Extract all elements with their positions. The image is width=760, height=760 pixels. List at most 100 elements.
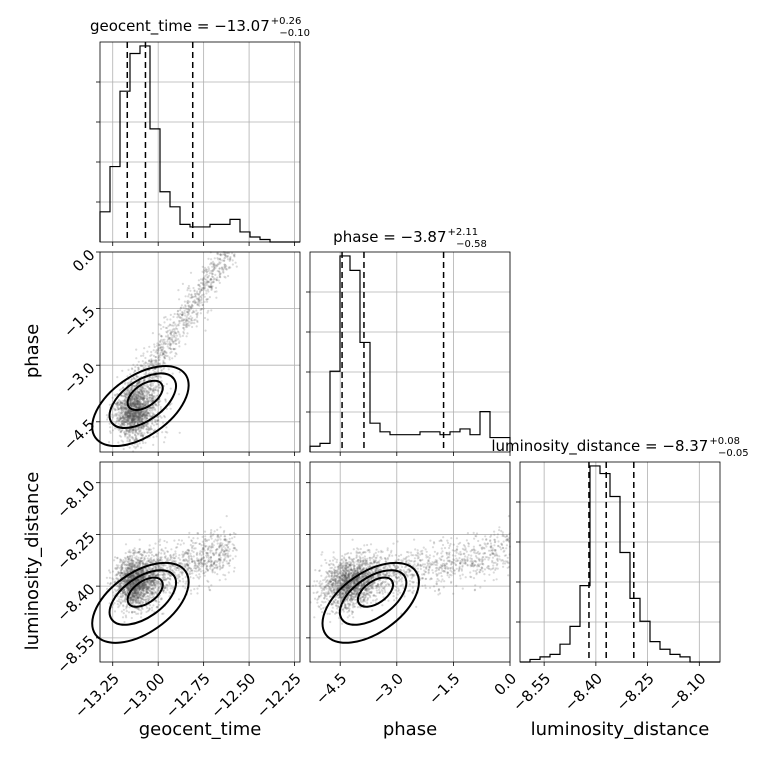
sample-point (131, 431, 134, 435)
sample-point (213, 290, 216, 293)
sample-point (210, 285, 213, 288)
sample-point (119, 429, 122, 433)
sample-point (135, 394, 138, 397)
sample-point (136, 392, 139, 395)
sample-point (166, 431, 169, 434)
sample-point (131, 405, 134, 408)
sample-point (171, 336, 174, 339)
sample-point (145, 428, 148, 431)
sample-point (189, 589, 193, 592)
sample-point (168, 565, 171, 569)
sample-point (133, 404, 136, 408)
sample-point (153, 362, 156, 365)
sample-point (127, 368, 130, 371)
sample-point (216, 536, 219, 539)
sample-point (202, 556, 205, 559)
sample-point (157, 346, 160, 350)
sample-point (137, 419, 140, 422)
sample-point (130, 418, 133, 421)
sample-point (127, 415, 130, 418)
sample-point (198, 542, 201, 546)
sample-point (117, 400, 120, 403)
sample-point (149, 354, 152, 357)
sample-point (125, 413, 128, 417)
sample-point (203, 559, 206, 563)
sample-point (129, 400, 132, 403)
sample-point (197, 287, 200, 290)
sample-point (138, 432, 141, 435)
sample-point (132, 371, 136, 374)
sample-point (144, 361, 147, 364)
sample-point (147, 427, 150, 431)
sample-point (154, 421, 157, 424)
sample-point (133, 415, 136, 418)
sample-point (133, 445, 136, 448)
sample-point (159, 407, 162, 411)
sample-point (205, 289, 208, 292)
sample-point (123, 393, 126, 396)
sample-point (125, 408, 128, 411)
sample-point (164, 436, 167, 439)
sample-point (210, 258, 213, 261)
sample-point (187, 317, 190, 320)
sample-point (131, 386, 134, 389)
sample-point (130, 421, 134, 424)
sample-point (129, 413, 133, 416)
sample-point (135, 357, 138, 360)
sample-point (117, 413, 120, 416)
sample-point (231, 252, 234, 255)
sample-point (138, 381, 141, 384)
sample-point (190, 592, 193, 595)
sample-point (169, 587, 172, 590)
sample-point (122, 415, 125, 418)
sample-point (127, 430, 130, 434)
sample-point (138, 415, 141, 418)
sample-point (143, 413, 146, 416)
sample-point (135, 397, 139, 400)
sample-point (186, 332, 189, 335)
sample-point (193, 570, 196, 573)
sample-point (132, 401, 135, 404)
sample-point (141, 434, 144, 437)
sample-point (148, 583, 151, 586)
sample-point (227, 550, 230, 553)
sample-point (150, 360, 153, 363)
sample-point (176, 327, 179, 331)
sample-point (152, 389, 155, 392)
sample-point (174, 339, 177, 342)
sample-point (189, 296, 192, 299)
sample-point (121, 422, 124, 425)
sample-point (135, 348, 138, 351)
sample-point (146, 408, 149, 411)
sample-point (137, 415, 140, 418)
sample-point (210, 278, 213, 281)
sample-point (148, 396, 151, 399)
sample-point (216, 252, 219, 255)
sample-point (152, 408, 155, 411)
sample-point (155, 394, 158, 397)
sample-point (196, 311, 199, 314)
sample-point (124, 416, 127, 419)
sample-point (148, 607, 151, 610)
sample-point (219, 261, 222, 264)
sample-point (182, 319, 185, 322)
sample-point (145, 413, 148, 416)
sample-point (112, 591, 115, 594)
sample-point (135, 406, 138, 410)
sample-point (150, 353, 153, 356)
sample-point (128, 433, 131, 436)
sample-point (201, 278, 205, 281)
sample-point (127, 409, 130, 412)
sample-point (159, 405, 162, 409)
sample-point (148, 359, 151, 362)
sample-point (124, 413, 127, 417)
sample-point (128, 438, 131, 441)
sample-point (132, 404, 135, 407)
sample-point (170, 402, 173, 405)
sample-point (164, 400, 167, 403)
sample-point (172, 554, 175, 557)
sample-point (189, 289, 192, 292)
sample-point (181, 313, 184, 317)
sample-point (120, 402, 124, 405)
sample-point (207, 257, 210, 260)
